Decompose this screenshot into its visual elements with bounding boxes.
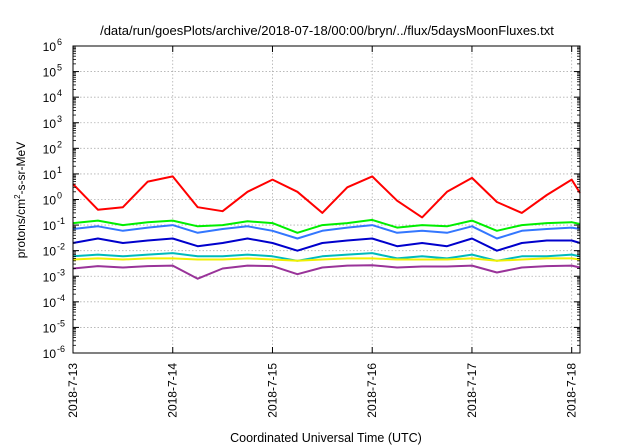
series-line-2 (72, 218, 581, 234)
x-tick-label: 2018-7-18 (565, 363, 579, 418)
y-tick-label: 10 (43, 142, 57, 156)
y-tick-exponent: -3 (57, 267, 65, 277)
y-tick-exponent: 0 (57, 191, 62, 201)
y-axis-label: protons/cm2-s-sr-MeV (13, 142, 28, 258)
y-tick-base: 10 (43, 142, 57, 156)
chart-title: /data/run/goesPlots/archive/2018-07-18/0… (100, 23, 554, 38)
y-tick-exponent: 1 (57, 165, 62, 175)
series-line-4 (72, 237, 581, 252)
y-tick-base: 10 (43, 347, 57, 361)
x-tick-label: 2018-7-13 (66, 363, 80, 418)
y-axis-ticks: 10 -610 -510 -410 -310 -210 -110 010 110 210 310 41… (43, 37, 580, 361)
y-tick-base: 10 (43, 245, 57, 259)
x-tick-label: 2018-7-14 (166, 363, 180, 418)
y-tick-base: 10 (43, 117, 57, 131)
y-tick-exponent: -4 (57, 293, 65, 303)
y-tick-base: 10 (43, 296, 57, 310)
x-tick-label: 2018-7-16 (365, 363, 379, 418)
series-line-7 (72, 264, 581, 280)
y-tick-exponent: 4 (57, 88, 62, 98)
y-tick-label: 10 (43, 219, 57, 233)
series-line-5 (72, 252, 581, 262)
y-tick-label: 10 (43, 91, 57, 105)
x-axis-ticks: 2018-7-13 2018-7-14 2018-7-15 2018-7-16 2018… (66, 46, 579, 418)
series-line-3 (72, 224, 581, 240)
y-tick-label: 10 (43, 168, 57, 182)
y-tick-exponent: -5 (57, 318, 65, 328)
y-tick-exponent: 2 (57, 139, 62, 149)
x-tick-label: 2018-7-15 (265, 363, 279, 418)
y-tick-exponent: -6 (57, 344, 65, 354)
y-tick-label: 10 (43, 296, 57, 310)
y-tick-exponent: -2 (57, 242, 65, 252)
y-tick-label: 10 (43, 321, 57, 335)
y-tick-label: 10 (43, 40, 57, 54)
y-tick-exponent: -1 (57, 216, 65, 226)
y-tick-base: 10 (43, 91, 57, 105)
series-line-6 (72, 257, 581, 262)
y-axis-label-sup: 2 (13, 194, 22, 199)
series-line-1 (72, 175, 581, 219)
y-tick-base: 10 (43, 168, 57, 182)
y-tick-base: 10 (43, 219, 57, 233)
y-tick-label: 10 (43, 270, 57, 284)
y-tick-exponent: 5 (57, 63, 62, 73)
y-tick-base: 10 (43, 66, 57, 80)
y-tick-exponent: 3 (57, 114, 62, 124)
y-tick-base: 10 (43, 40, 57, 54)
y-tick-exponent: 6 (57, 37, 62, 47)
y-tick-label: 10 (43, 66, 57, 80)
series-group (72, 175, 581, 280)
y-tick-label: 10 (43, 117, 57, 131)
y-axis-label-pre: protons/cm (14, 199, 28, 258)
y-tick-base: 10 (43, 194, 57, 208)
y-tick-base: 10 (43, 321, 57, 335)
y-tick-label: 10 (43, 245, 57, 259)
y-axis-label-post: -s-sr-MeV (14, 142, 28, 195)
y-tick-base: 10 (43, 270, 57, 284)
y-tick-label: 10 (43, 347, 57, 361)
x-tick-label: 2018-7-17 (465, 363, 479, 418)
y-tick-label: 10 (43, 194, 57, 208)
x-axis-label: Coordinated Universal Time (UTC) (230, 431, 422, 445)
